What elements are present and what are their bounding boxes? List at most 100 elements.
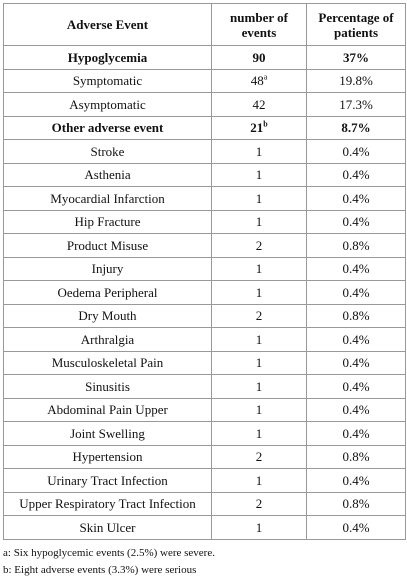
cell-event: Asthenia: [3, 162, 212, 187]
events-value: 1: [255, 402, 263, 418]
events-value: 1: [255, 190, 263, 206]
events-value: 1: [255, 378, 263, 394]
table-row: Oedema Peripheral 1 0.4%: [3, 280, 406, 305]
cell-events: 1: [211, 397, 307, 422]
events-value: 2: [255, 449, 263, 465]
header-adverse-event: Adverse Event: [3, 3, 212, 46]
cell-event: Oedema Peripheral: [3, 280, 212, 305]
events-value: 48: [250, 73, 264, 89]
cell-event: Asymptomatic: [3, 92, 212, 117]
cell-percentage: 0.4%: [306, 256, 406, 281]
events-value: 1: [255, 214, 263, 230]
cell-event: Joint Swelling: [3, 421, 212, 446]
cell-percentage: 0.8%: [306, 233, 406, 258]
cell-event: Myocardial Infarction: [3, 186, 212, 211]
table-header-row: Adverse Event number of events Percentag…: [3, 3, 406, 46]
events-value: 1: [255, 167, 263, 183]
cell-events: 2: [211, 233, 307, 258]
cell-event: Skin Ulcer: [3, 515, 212, 540]
events-value: 1: [255, 261, 263, 277]
events-value: 21: [250, 120, 264, 136]
footnote-marker: a: [263, 72, 268, 82]
cell-events: 21b: [211, 115, 307, 140]
cell-events: 90: [211, 45, 307, 70]
cell-events: 2: [211, 491, 307, 516]
cell-events: 42: [211, 92, 307, 117]
table-row: Urinary Tract Infection 1 0.4%: [3, 468, 406, 493]
cell-events: 1: [211, 468, 307, 493]
cell-percentage: 0.4%: [306, 162, 406, 187]
cell-percentage: 8.7%: [306, 115, 406, 140]
cell-events: 1: [211, 280, 307, 305]
cell-event: Urinary Tract Infection: [3, 468, 212, 493]
cell-event: Sinusitis: [3, 374, 212, 399]
events-value: 1: [255, 331, 263, 347]
footnote-b: b: Eight adverse events (3.3%) were seri…: [3, 564, 197, 576]
table-row: Abdominal Pain Upper 1 0.4%: [3, 397, 406, 422]
cell-percentage: 0.8%: [306, 491, 406, 516]
table-row: Product Misuse 2 0.8%: [3, 233, 406, 258]
cell-events: 2: [211, 444, 307, 469]
cell-percentage: 37%: [306, 45, 406, 70]
table-row: Asymptomatic 42 17.3%: [3, 92, 406, 117]
cell-event: Musculoskeletal Pain: [3, 350, 212, 375]
cell-percentage: 0.4%: [306, 186, 406, 211]
cell-events: 2: [211, 303, 307, 328]
cell-percentage: 17.3%: [306, 92, 406, 117]
cell-events: 1: [211, 515, 307, 540]
table-row: Skin Ulcer 1 0.4%: [3, 515, 406, 540]
table-row: Joint Swelling 1 0.4%: [3, 421, 406, 446]
events-value: 2: [255, 308, 263, 324]
table-body: Hypoglycemia 90 37% Symptomatic 48a 19.8% Asym…: [3, 45, 406, 540]
events-value: 1: [255, 425, 263, 441]
table-row: Hypertension 2 0.8%: [3, 444, 406, 469]
table-row: Dry Mouth 2 0.8%: [3, 303, 406, 328]
cell-percentage: 0.4%: [306, 327, 406, 352]
cell-percentage: 0.4%: [306, 421, 406, 446]
cell-event: Abdominal Pain Upper: [3, 397, 212, 422]
table-row: Hip Fracture 1 0.4%: [3, 209, 406, 234]
header-number-of-events: number of events: [211, 3, 307, 46]
events-value: 1: [255, 519, 263, 535]
cell-events: 1: [211, 162, 307, 187]
events-value: 90: [252, 49, 266, 65]
cell-event: Arthralgia: [3, 327, 212, 352]
events-value: 42: [252, 96, 266, 112]
footnotes: a: Six hypoglycemic events (2.5%) were s…: [3, 545, 215, 579]
footnote-a: a: Six hypoglycemic events (2.5%) were s…: [3, 547, 215, 559]
cell-events: 1: [211, 186, 307, 211]
cell-events: 1: [211, 209, 307, 234]
cell-event: Upper Respiratory Tract Infection: [3, 491, 212, 516]
table-row: Sinusitis 1 0.4%: [3, 374, 406, 399]
events-value: 2: [255, 237, 263, 253]
cell-event: Stroke: [3, 139, 212, 164]
cell-events: 1: [211, 327, 307, 352]
cell-percentage: 0.8%: [306, 444, 406, 469]
table-row: Symptomatic 48a 19.8%: [3, 68, 406, 93]
cell-events: 1: [211, 350, 307, 375]
cell-events: 1: [211, 139, 307, 164]
events-value: 1: [255, 472, 263, 488]
cell-percentage: 0.4%: [306, 515, 406, 540]
cell-percentage: 0.4%: [306, 374, 406, 399]
cell-event: Symptomatic: [3, 68, 212, 93]
footnote-marker: b: [263, 119, 268, 129]
cell-percentage: 0.4%: [306, 350, 406, 375]
events-value: 1: [255, 143, 263, 159]
cell-percentage: 0.4%: [306, 139, 406, 164]
cell-event: Hypoglycemia: [3, 45, 212, 70]
table-row: Stroke 1 0.4%: [3, 139, 406, 164]
table-row: Other adverse event 21b 8.7%: [3, 115, 406, 140]
table-row: Upper Respiratory Tract Infection 2 0.8%: [3, 491, 406, 516]
table-row: Musculoskeletal Pain 1 0.4%: [3, 350, 406, 375]
table-row: Myocardial Infarction 1 0.4%: [3, 186, 406, 211]
cell-events: 1: [211, 421, 307, 446]
cell-percentage: 0.8%: [306, 303, 406, 328]
cell-event: Hip Fracture: [3, 209, 212, 234]
cell-event: Hypertension: [3, 444, 212, 469]
cell-event: Injury: [3, 256, 212, 281]
table-row: Arthralgia 1 0.4%: [3, 327, 406, 352]
cell-event: Other adverse event: [3, 115, 212, 140]
events-value: 1: [255, 355, 263, 371]
